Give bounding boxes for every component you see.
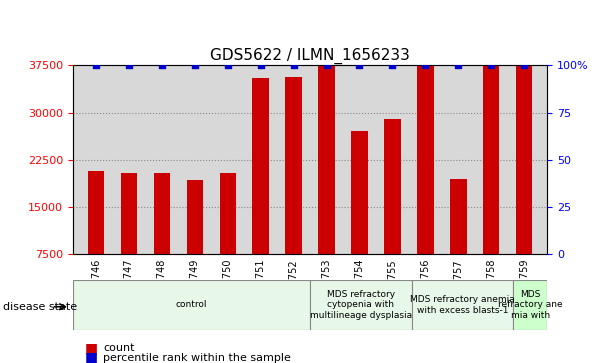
Title: GDS5622 / ILMN_1656233: GDS5622 / ILMN_1656233 — [210, 48, 410, 64]
Point — [387, 62, 397, 68]
Point — [289, 62, 299, 68]
Point — [486, 62, 496, 68]
Point — [223, 62, 233, 68]
Bar — [384, 119, 401, 254]
Bar — [252, 78, 269, 254]
Point — [354, 62, 364, 68]
Text: percentile rank within the sample: percentile rank within the sample — [103, 352, 291, 363]
Point — [190, 62, 199, 68]
Bar — [285, 77, 302, 254]
Point — [519, 62, 529, 68]
FancyBboxPatch shape — [513, 280, 547, 330]
FancyBboxPatch shape — [73, 280, 310, 330]
Point — [124, 62, 134, 68]
Bar — [121, 173, 137, 254]
Text: MDS refractory
cytopenia with
multilineage dysplasia: MDS refractory cytopenia with multilinea… — [310, 290, 412, 320]
Bar — [154, 173, 170, 254]
Bar — [351, 131, 368, 254]
Point — [256, 62, 266, 68]
Point — [157, 62, 167, 68]
Text: MDS
refractory ane
mia with: MDS refractory ane mia with — [498, 290, 562, 320]
Text: MDS refractory anemia
with excess blasts-1: MDS refractory anemia with excess blasts… — [410, 295, 515, 315]
Bar — [417, 62, 434, 254]
Text: disease state: disease state — [3, 302, 77, 312]
FancyBboxPatch shape — [412, 280, 513, 330]
Bar — [187, 180, 203, 254]
Bar — [450, 179, 466, 254]
Point — [322, 62, 331, 68]
Text: count: count — [103, 343, 135, 354]
Bar — [516, 54, 533, 254]
Bar — [319, 60, 335, 254]
Text: ■: ■ — [85, 351, 98, 363]
Point — [91, 62, 101, 68]
Bar — [88, 171, 104, 254]
Text: ■: ■ — [85, 342, 98, 355]
Text: control: control — [176, 301, 207, 309]
Bar — [219, 173, 236, 254]
Bar — [483, 65, 499, 254]
FancyBboxPatch shape — [310, 280, 412, 330]
Point — [421, 62, 430, 68]
Point — [454, 62, 463, 68]
